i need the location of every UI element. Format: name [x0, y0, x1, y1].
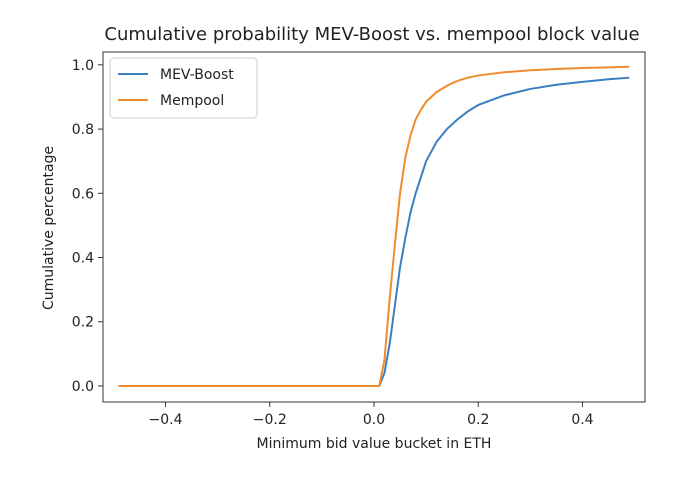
- y-tick-label: 0.2: [72, 315, 94, 331]
- tick-layer: −0.4 −0.2 0.0 0.2 0.4 0.0 0.2 0.4 0.6 0.8 1.0: [72, 58, 594, 428]
- y-axis-label: Cumulative percentage: [41, 146, 57, 310]
- y-tick-label: 0.0: [72, 379, 94, 395]
- chart-title: Cumulative probability MEV-Boost vs. mem…: [104, 24, 639, 45]
- y-tick-label: 0.8: [72, 122, 94, 138]
- plot-frame: [102, 51, 646, 403]
- legend-label-mempool: Mempool: [160, 93, 224, 109]
- y-tick-label: 0.4: [72, 251, 94, 267]
- series-layer: [118, 65, 630, 387]
- x-tick-label: 0.2: [467, 412, 489, 428]
- x-tick-label: 0.4: [571, 412, 593, 428]
- legend-label-mev-boost: MEV-Boost: [160, 67, 234, 83]
- series-line-mempool: [118, 65, 630, 387]
- x-tick-label: −0.2: [253, 412, 287, 428]
- legend: MEV-Boost Mempool: [109, 57, 258, 119]
- y-tick-label: 1.0: [72, 58, 94, 74]
- x-axis-label: Minimum bid value bucket in ETH: [257, 436, 492, 452]
- x-tick-label: 0.0: [363, 412, 385, 428]
- series-line-mev-boost: [118, 76, 630, 387]
- x-tick-label: −0.4: [149, 412, 183, 428]
- y-tick-label: 0.6: [72, 186, 94, 202]
